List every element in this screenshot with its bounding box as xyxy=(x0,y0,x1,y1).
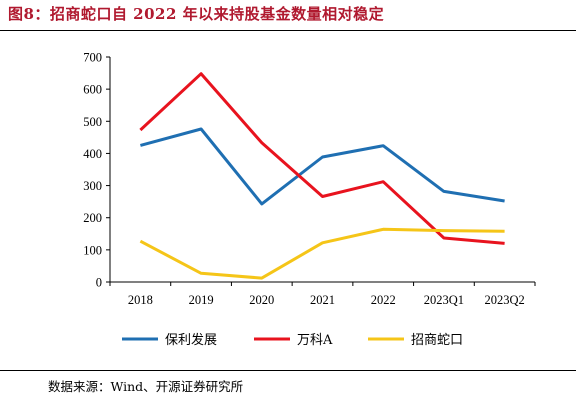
source-note: 数据来源：Wind、开源证券研究所 xyxy=(48,379,244,394)
chart-title: 图8：招商蛇口自 2022 年以来持股基金数量相对稳定 xyxy=(8,5,385,23)
legend-label-3: 招商蛇口 xyxy=(411,333,463,348)
y-tick-label: 700 xyxy=(83,51,102,65)
x-tick-label: 2019 xyxy=(189,293,214,307)
y-tick-label: 300 xyxy=(83,179,102,193)
x-tick-label: 2023Q2 xyxy=(485,293,525,307)
legend-label-1: 保利发展 xyxy=(165,332,217,348)
x-tick-label: 2022 xyxy=(371,293,396,307)
y-tick-label: 200 xyxy=(83,211,102,225)
source-divider xyxy=(0,370,576,371)
y-tick-label: 600 xyxy=(83,83,102,97)
title-divider xyxy=(0,30,576,31)
x-tick-label: 2020 xyxy=(249,293,274,307)
x-tick-label: 2018 xyxy=(128,293,153,307)
y-tick-label: 100 xyxy=(83,243,102,257)
series-line-1 xyxy=(140,127,505,206)
x-tick-label: 2023Q1 xyxy=(424,293,464,307)
y-tick-label: 400 xyxy=(83,147,102,161)
series-line-2 xyxy=(139,72,505,245)
chart-series xyxy=(139,72,505,280)
y-tick-label: 500 xyxy=(83,115,102,129)
series-line-3 xyxy=(139,227,505,280)
chart-axes: 0 100 200 300 400 500 600 700 2018 2019 2020 2021 20… xyxy=(83,51,536,307)
y-tick-label: 0 xyxy=(96,276,102,290)
chart-legend: 保利发展 万科A 招商蛇口 xyxy=(122,332,463,348)
line-chart: 0 100 200 300 400 500 600 700 2018 2019 2020 2021 20… xyxy=(83,51,536,348)
legend-label-2: 万科A xyxy=(297,333,333,348)
x-tick-label: 2021 xyxy=(310,293,335,307)
